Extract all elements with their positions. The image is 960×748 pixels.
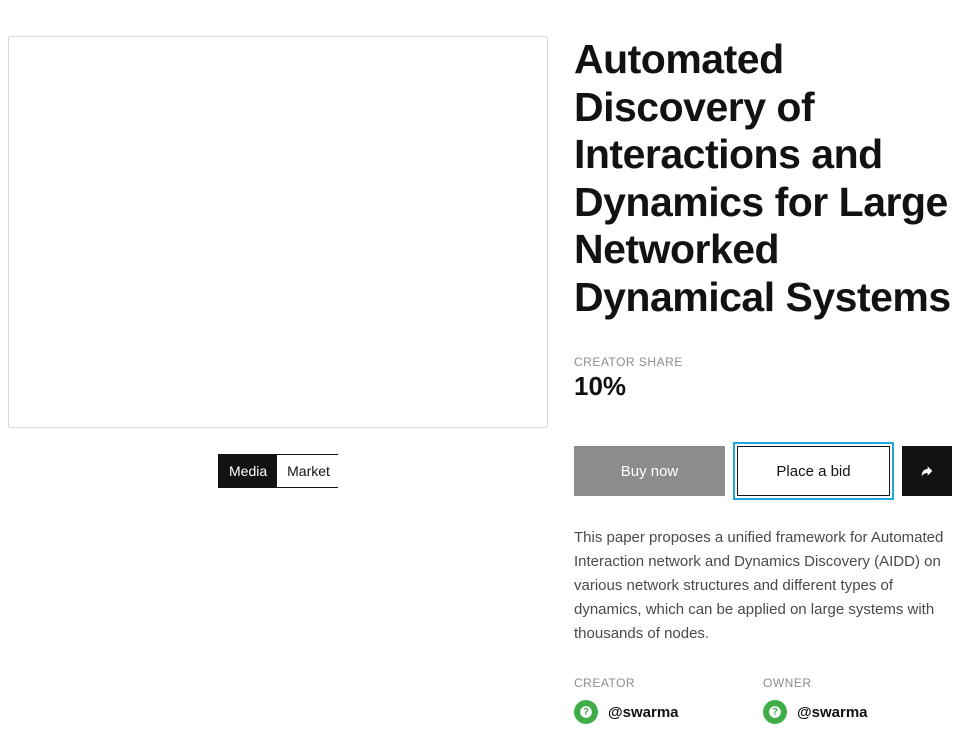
item-description: This paper proposes a unified framework … <box>574 526 952 646</box>
owner-block: OWNER @swarma <box>763 676 952 724</box>
creator-handle: @swarma <box>608 704 679 721</box>
share-icon <box>919 463 935 479</box>
page-root: Media Market Automated Discovery of Inte… <box>0 0 960 724</box>
creator-block: CREATOR @swarma <box>574 676 763 724</box>
creator-avatar <box>574 700 598 724</box>
creator-share-value: 10% <box>574 371 952 402</box>
creator-share-label: CREATOR SHARE <box>574 355 952 369</box>
share-button[interactable] <box>902 446 952 496</box>
people-row: CREATOR @swarma OWNER <box>574 676 952 724</box>
owner-label: OWNER <box>763 676 952 690</box>
owner-avatar <box>763 700 787 724</box>
tab-market[interactable]: Market <box>277 455 340 487</box>
creator-row[interactable]: @swarma <box>574 700 763 724</box>
item-title: Automated Discovery of Interactions and … <box>574 36 952 321</box>
right-column: Automated Discovery of Interactions and … <box>574 36 952 724</box>
creator-label: CREATOR <box>574 676 763 690</box>
buy-now-button[interactable]: Buy now <box>574 446 725 496</box>
left-column: Media Market <box>8 36 548 724</box>
owner-row[interactable]: @swarma <box>763 700 952 724</box>
place-bid-button[interactable]: Place a bid <box>737 446 890 496</box>
avatar-icon <box>579 705 593 719</box>
action-row: Buy now Place a bid <box>574 446 952 496</box>
media-preview <box>8 36 548 428</box>
tab-switch: Media Market <box>218 454 338 488</box>
owner-handle: @swarma <box>797 704 868 721</box>
tab-media[interactable]: Media <box>219 455 277 487</box>
avatar-icon <box>768 705 782 719</box>
